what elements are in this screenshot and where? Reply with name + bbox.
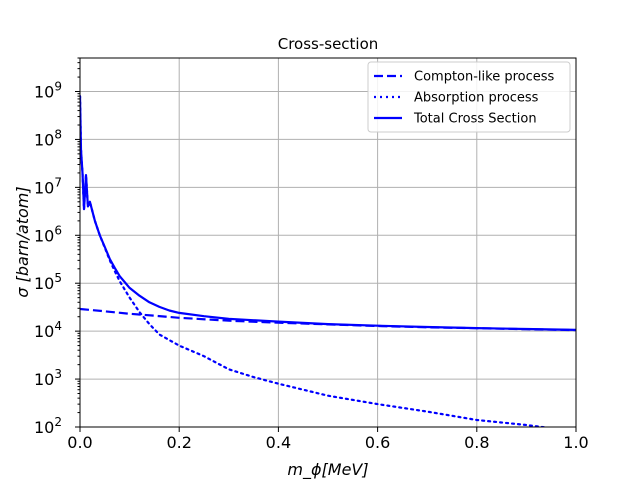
x-axis-ticks: 0.0 0.2 0.4 0.6 0.8 1.0	[67, 427, 589, 452]
y-axis-ticks: 102 103 104 105 106 107 108 109	[34, 57, 80, 437]
x-axis-label: m_ϕ[MeV]	[287, 460, 368, 480]
chart-title: Cross-section	[278, 35, 379, 53]
x-tick-label: 0.6	[365, 433, 390, 452]
series-solid-line	[80, 96, 576, 331]
x-tick-label: 0.8	[464, 433, 489, 452]
legend-box	[367, 61, 571, 133]
y-tick-label: 106	[34, 223, 62, 245]
legend-label: Compton-like process	[414, 70, 555, 85]
series-dashed-line	[80, 307, 576, 332]
y-tick-label: 105	[34, 271, 62, 293]
legend: Compton-like process Absorption process To…	[367, 61, 571, 133]
series-dotted-line	[80, 94, 552, 427]
x-tick-label: 1.0	[563, 433, 588, 452]
y-tick-label: 103	[34, 367, 62, 389]
y-tick-label: 102	[34, 415, 62, 437]
y-tick-label: 108	[34, 127, 62, 149]
x-tick-label: 0.2	[166, 433, 191, 452]
x-tick-label: 0.0	[67, 433, 92, 452]
legend-label: Absorption process	[414, 91, 539, 106]
y-tick-label: 107	[34, 175, 62, 197]
y-tick-label: 104	[34, 319, 62, 341]
y-tick-label: 109	[34, 80, 62, 102]
series-layer	[80, 94, 576, 427]
legend-label: Total Cross Section	[413, 112, 537, 127]
y-axis-label: σ [barn/atom]	[13, 186, 32, 297]
x-tick-label: 0.4	[266, 433, 291, 452]
